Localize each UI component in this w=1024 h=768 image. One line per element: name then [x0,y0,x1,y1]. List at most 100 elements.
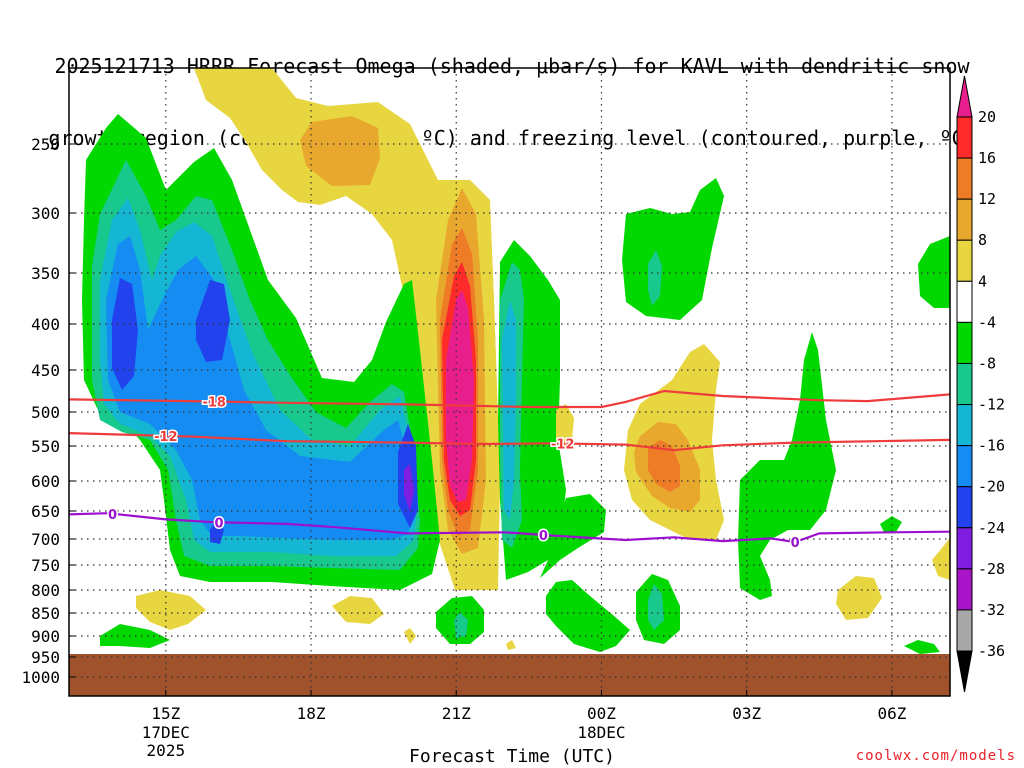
colorbar-label-0: 20 [978,108,996,126]
x-tick-sublabel-00Z-0: 18DEC [577,723,625,742]
y-axis: 250 300 350 400 450 500 550 600 650 700 750 800 850 9… [21,135,75,687]
colorbar-label-5: -4 [978,313,996,331]
y-tick-label-800: 800 [31,581,60,600]
dgz-minus12-label: -12 [551,437,575,452]
omega-blue-left-1 [112,278,138,390]
omega-shading [69,68,950,696]
chart-title: 2025121713 HRRR Forecast Omega (shaded, … [0,6,1024,174]
omega-orange2-right [648,440,680,492]
x-tick-sublabel-15Z-0: 17DEC [142,723,190,742]
y-tick-label-900: 900 [31,627,60,646]
colorbar-swatch-6 [956,362,973,406]
omega-magenta-center [446,290,474,502]
dgz-minus18-line [69,389,950,409]
y-tick-label-700: 700 [31,530,60,549]
colorbar-label-10: -24 [978,519,1005,537]
omega-yellow-low-2 [332,596,384,624]
title-line-1: 2025121713 HRRR Forecast Omega (shaded, … [54,54,970,78]
omega-cyan-center-right [502,300,516,520]
dgz-minus18-label: -18 [202,396,226,411]
dgz-minus12-label: -12 [154,430,178,445]
omega-green-right-1 [738,332,836,600]
colorbar: 20 16 12 8 4 -4 -8 -12 -16 -20 -24 -28 -32 -36 [956,75,1005,693]
y-tick-label-850: 850 [31,604,60,623]
y-tick-label-600: 600 [31,472,60,491]
omega-turquoise-low-2 [454,612,468,638]
colorbar-label-9: -20 [978,478,1005,496]
x-tick-label-03Z: 03Z [732,704,761,723]
colorbar-swatch-8 [956,445,973,488]
omega-turquoise-low-4 [648,584,664,630]
colorbar-label-4: 4 [978,272,987,290]
contour-lines: -12 -12 -18 0 0 0 0 [69,389,950,553]
freezing-level-line [69,512,950,544]
y-tick-label-250: 250 [31,135,60,154]
y-tick-label-750: 750 [31,556,60,575]
omega-green-low-5 [880,516,902,532]
x-axis-label: Forecast Time (UTC) [409,746,615,767]
colorbar-label-6: -8 [978,354,996,372]
colorbar-label-11: -28 [978,560,1005,578]
freezing-level-label: 0 [215,516,224,531]
omega-lightblue-left [106,236,412,540]
ground-fill [69,654,950,696]
colorbar-label-13: -36 [978,642,1005,660]
freezing-level-label: 0 [791,536,800,551]
colorbar-swatch-4 [956,280,973,323]
colorbar-swatch-5 [956,321,973,364]
omega-blue-low [210,518,224,544]
grid-lines [69,68,950,696]
x-tick-label-18Z: 18Z [297,704,326,723]
omega-green-low-3 [546,580,630,652]
x-tick-label-06Z: 06Z [877,704,906,723]
y-tick-label-450: 450 [31,361,60,380]
freezing-level-label: 0 [539,529,548,544]
y-tick-label-950: 950 [31,648,60,667]
x-tick-label-21Z: 21Z [442,704,471,723]
y-tick-label-500: 500 [31,403,60,422]
omega-yellow-dot [556,404,574,450]
plot-frame [68,67,951,697]
omega-blue-left-2 [196,280,230,362]
omega-orange-upper [300,116,380,186]
colorbar-swatch-10 [956,527,973,570]
omega-green-right-2 [918,236,950,308]
colorbar-swatch-11 [956,568,973,611]
colorbar-label-8: -16 [978,437,1005,455]
dgz-minus12-line [69,432,950,452]
omega-yellow-low-4 [506,640,516,650]
omega-green-upperright [622,178,724,320]
x-tick-sublabel-15Z-1: 2025 [147,741,186,760]
credit-text[interactable]: coolwx.com/models [855,748,1016,764]
omega-yellow-low-3 [404,628,416,644]
freezing-level-label: 0 [108,508,117,523]
colorbar-label-2: 12 [978,190,996,208]
omega-turquoise-upperright [648,250,662,306]
y-tick-label-300: 300 [31,204,60,223]
omega-yellow-right-2 [932,538,950,580]
omega-purple-left [404,464,414,512]
colorbar-label-3: 8 [978,231,987,249]
omega-green-low-6 [904,640,940,654]
omega-yellow-upper [194,68,500,590]
x-tick-label-15Z: 15Z [151,704,180,723]
omega-yellow-right-3 [836,576,882,620]
colorbar-swatch-9 [956,486,973,529]
omega-yellow-low-1 [136,590,206,630]
y-tick-label-1000: 1000 [21,668,60,687]
colorbar-swatch-1 [956,157,973,200]
colorbar-bottom-arrow [956,650,973,693]
colorbar-swatch-3 [956,239,973,282]
x-tick-label-00Z: 00Z [587,704,616,723]
colorbar-swatch-0 [956,116,973,159]
y-tick-label-350: 350 [31,264,60,283]
colorbar-top-arrow [956,75,973,118]
colorbar-label-1: 16 [978,149,996,167]
y-tick-label-550: 550 [31,437,60,456]
colorbar-swatch-2 [956,198,973,241]
colorbar-swatch-7 [956,404,973,447]
y-tick-label-400: 400 [31,315,60,334]
colorbar-swatch-12 [956,609,973,652]
